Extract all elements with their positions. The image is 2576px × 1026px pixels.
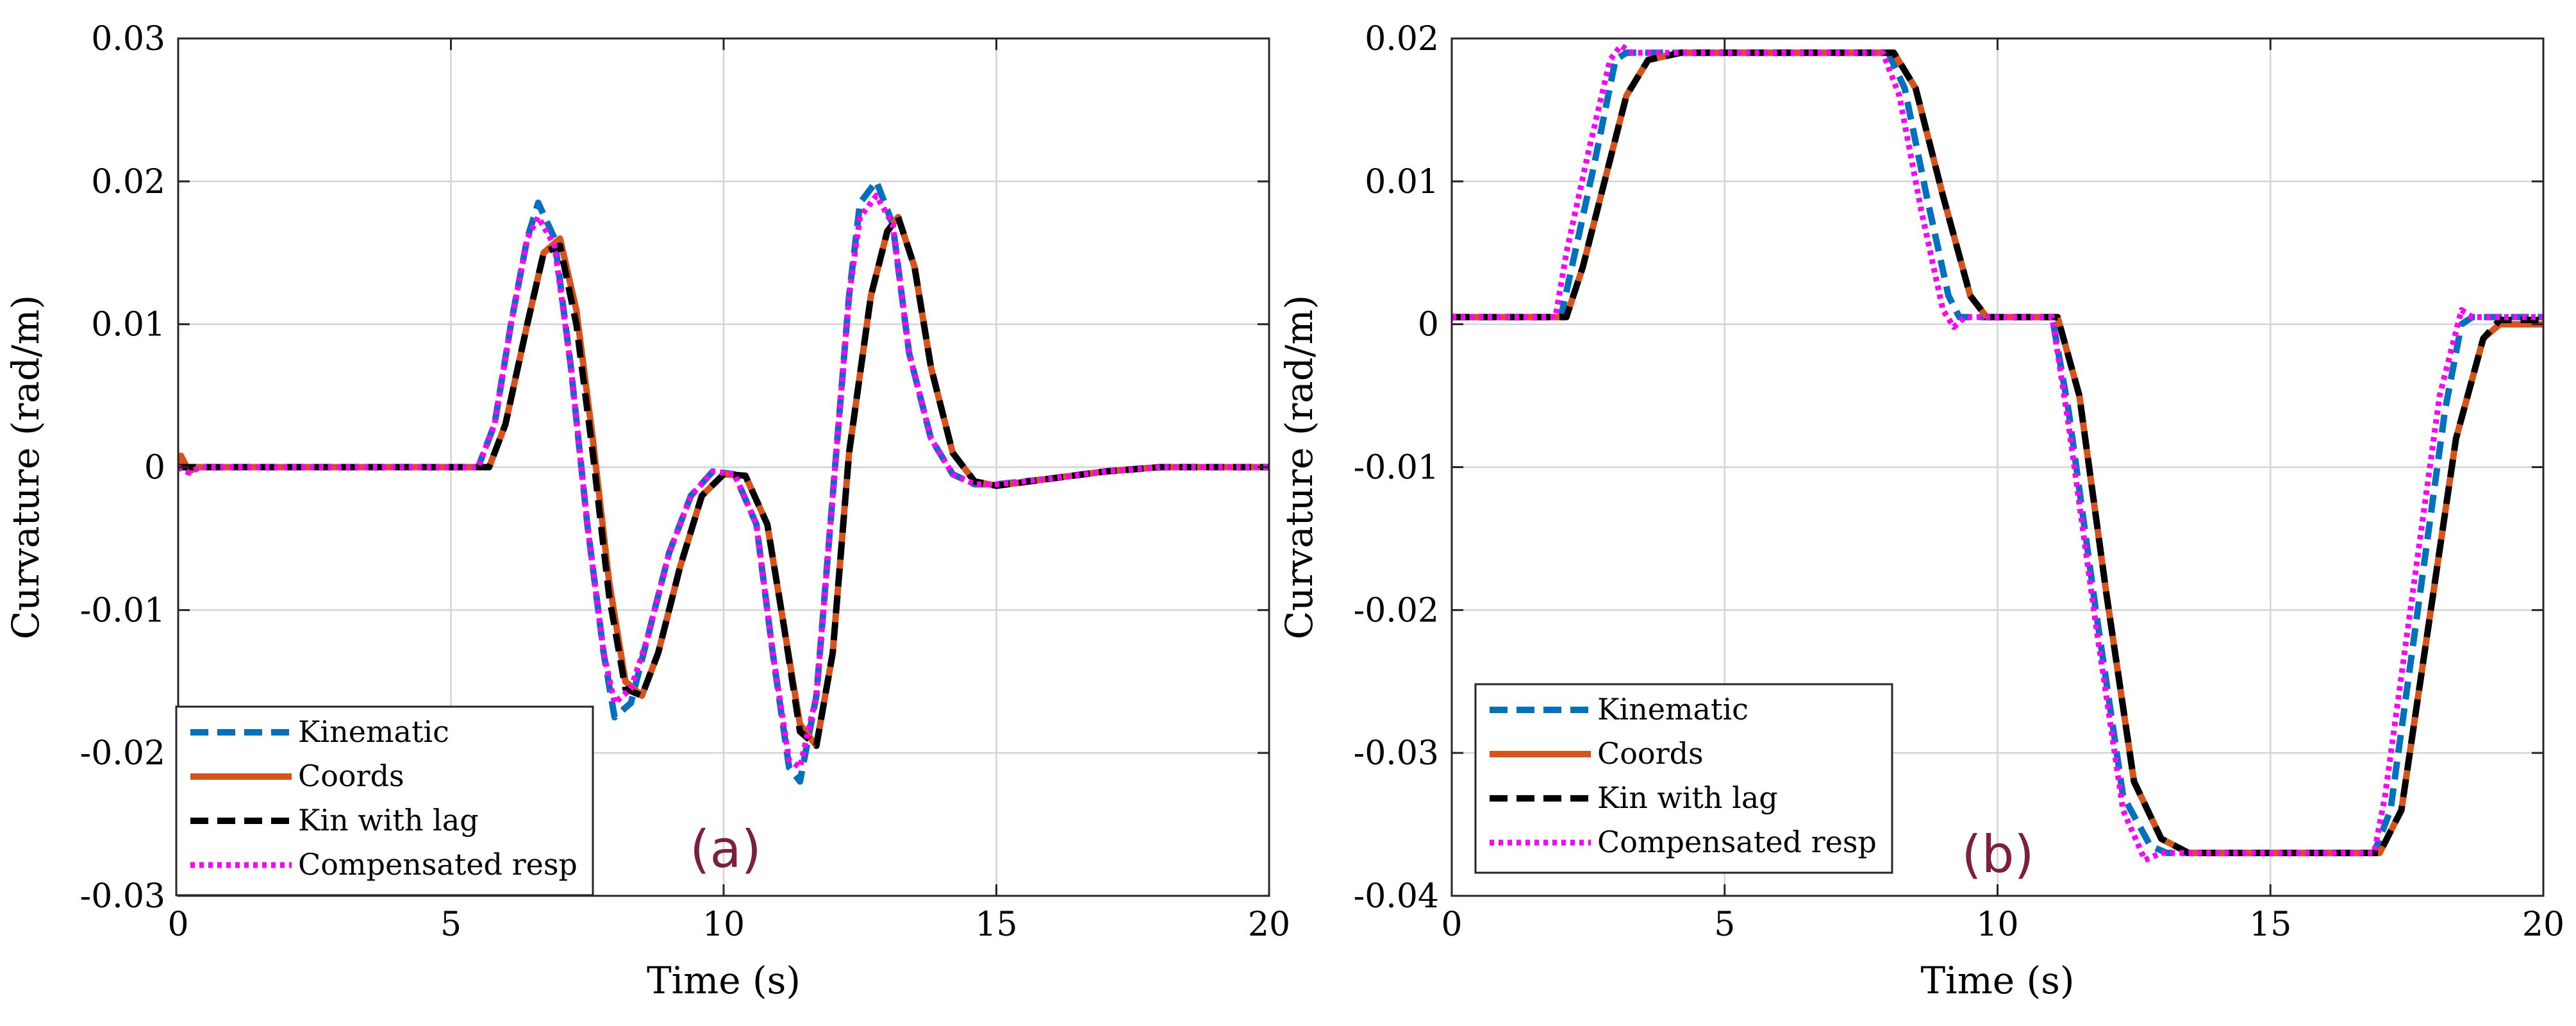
legend-entry: Kinematic <box>1597 692 1749 727</box>
legend-entry: Coords <box>298 759 404 793</box>
x-tick-label: 15 <box>975 905 1017 944</box>
legend-entry: Compensated resp <box>298 847 578 882</box>
panel-label: (a) <box>690 820 761 879</box>
series-line-compensated-resp <box>178 192 1269 770</box>
legend-entry: Kin with lag <box>1597 780 1778 815</box>
series-group <box>1452 42 2543 863</box>
y-tick-label: -0.01 <box>1354 449 1439 487</box>
y-tick-label: -0.03 <box>80 877 165 916</box>
y-tick-label: 0 <box>144 449 165 487</box>
legend-entry: Kin with lag <box>298 803 479 837</box>
y-tick-label: -0.02 <box>1354 591 1439 630</box>
y-tick-label: -0.01 <box>80 591 165 630</box>
x-tick-label: 5 <box>440 905 461 944</box>
y-tick-label: -0.02 <box>80 734 165 773</box>
y-tick-label: 0.01 <box>91 306 165 344</box>
x-tick-label: 20 <box>2522 905 2564 944</box>
legend-entry: Compensated resp <box>1597 825 1877 859</box>
x-tick-label: 5 <box>1714 905 1735 944</box>
series-group <box>178 178 1269 785</box>
panel-a: 0 5 10 15 20 -0.03 -0.02 -0.01 0 0.01 0.02 0.03 Time… <box>4 20 1290 1002</box>
x-axis-label: Time (s) <box>647 959 801 1002</box>
y-tick-label: 0.01 <box>1365 163 1439 201</box>
x-tick-label: 0 <box>1441 905 1462 944</box>
legend: Kinematic Coords Kin with lag Compensated r… <box>1474 683 1893 874</box>
x-tick-label: 10 <box>1976 905 2018 944</box>
x-tick-label: 15 <box>2249 905 2291 944</box>
series-line-kinematic <box>178 178 1269 785</box>
series-line-compensated-resp <box>1452 42 2543 863</box>
y-tick-label: 0.02 <box>1365 20 1439 58</box>
series-line-kinematic <box>1452 49 2543 857</box>
x-tick-label: 0 <box>167 905 188 944</box>
y-axis-label: Curvature (rad/m) <box>4 295 47 639</box>
series-line-kin-with-lag <box>1452 49 2543 857</box>
y-axis-label: Curvature (rad/m) <box>1277 295 1321 639</box>
series-line-kin-with-lag <box>178 214 1269 749</box>
x-tick-label: 20 <box>1248 905 1290 944</box>
x-tick-label: 10 <box>702 905 745 944</box>
x-axis-label: Time (s) <box>1920 959 2074 1002</box>
legend-entry: Coords <box>1597 736 1704 771</box>
y-tick-label: 0 <box>1418 306 1439 344</box>
legend: Kinematic Coords Kin with lag Compensated r… <box>175 705 594 896</box>
y-tick-label: 0.02 <box>91 163 165 201</box>
y-tick-label: 0.03 <box>91 20 165 58</box>
panel-label: (b) <box>1961 825 2034 884</box>
y-tick-label: -0.03 <box>1354 734 1439 773</box>
panel-b: 0 5 10 15 20 -0.04 -0.03 -0.02 -0.01 0 0.01 0.02 Tim… <box>1277 20 2564 1002</box>
legend-entry: Kinematic <box>298 714 449 749</box>
y-tick-label: -0.04 <box>1354 877 1439 916</box>
